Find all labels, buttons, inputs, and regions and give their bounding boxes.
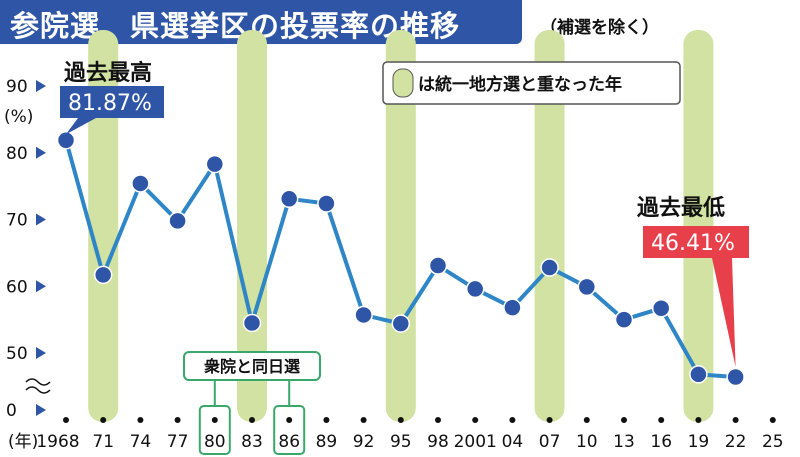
x-tick-dot [472, 417, 479, 423]
band-1971 [88, 30, 119, 422]
x-tick-label: 92 [353, 432, 375, 452]
point-2007 [540, 258, 559, 277]
x-tick-label: 83 [241, 432, 263, 452]
y-tick-label: 50 [6, 344, 28, 364]
y-tick-label: 60 [6, 277, 28, 297]
x-tick-dot [583, 417, 590, 423]
min-callout-value: 46.41% [651, 231, 735, 256]
band-2007 [534, 30, 565, 422]
x-tick-dot [249, 417, 255, 423]
y-tick-label: 0 [6, 401, 17, 421]
x-tick-label: 98 [427, 432, 449, 452]
x-tick-dot [286, 417, 293, 423]
x-tick-dot [658, 417, 665, 423]
y-tick-label: 90 [6, 77, 28, 97]
y-axis-unit: (%) [4, 107, 33, 127]
axis-break-icon [25, 386, 51, 394]
point-1971 [93, 265, 113, 285]
point-2013 [614, 310, 634, 329]
x-tick-label: 13 [613, 432, 635, 452]
legend-box [382, 61, 681, 105]
point-2016 [651, 299, 671, 318]
x-tick-dot [211, 417, 218, 423]
x-tick-label: 74 [130, 432, 152, 452]
point-2019 [689, 365, 708, 384]
data-points [56, 131, 745, 387]
x-tick-label: 1968 [36, 432, 79, 452]
x-tick-dot [137, 417, 144, 423]
x-tick-label: 95 [390, 432, 412, 452]
x-tick-label: 89 [316, 432, 338, 452]
point-1995 [391, 314, 411, 333]
point-1998 [428, 256, 448, 275]
point-2004 [503, 298, 522, 317]
x-tick-dot [360, 417, 367, 423]
max-callout-box [60, 86, 164, 118]
x-tick-dot [546, 417, 553, 423]
x-tick-dot [769, 417, 776, 423]
max-callout-value: 81.87% [68, 91, 152, 116]
x-tick-label: 2001 [454, 432, 497, 452]
y-tick-label: 70 [6, 211, 28, 231]
legend-text: は統一地方選と重なった年 [418, 74, 622, 95]
point-1983 [242, 313, 262, 333]
legend-swatch [392, 68, 414, 98]
axis-break-icon [25, 378, 51, 386]
axes: 0 50 60 70 80 90 (%) [4, 77, 51, 421]
annotations: 衆院と同日選 は統一地方選と重なった年 過去最高 81.87% 過去最低 46.41% [60, 60, 749, 406]
y-tick-label: 80 [6, 144, 28, 164]
x-tick-label: 22 [725, 432, 747, 452]
max-callout-title: 過去最高 [64, 60, 152, 86]
min-callout-box [643, 226, 749, 258]
x-tick-dot [695, 417, 702, 423]
x-tick-dot [100, 417, 107, 423]
x-tick-dot [435, 417, 441, 423]
x-tick-label: 25 [762, 432, 784, 452]
point-1989 [317, 194, 336, 213]
y-tick-marker [36, 280, 46, 293]
x-tick-dot [509, 417, 516, 423]
y-tick-marker [36, 213, 46, 226]
point-1980 [205, 154, 225, 174]
subtitle-note: （補選を除く） [540, 18, 659, 38]
point-2022 [726, 367, 745, 387]
point-1977 [168, 211, 187, 231]
x-tick-label: 86 [278, 432, 300, 452]
x-tick-label: 71 [92, 432, 114, 452]
y-tick-marker [36, 347, 46, 359]
x-tick-label: 07 [539, 432, 561, 452]
min-callout-title: 過去最低 [637, 195, 725, 221]
y-tick-marker [36, 146, 46, 159]
x-tick-dot [621, 417, 627, 423]
x-tick-dot [323, 417, 330, 423]
y-tick-marker [36, 80, 46, 92]
y-tick-marker [36, 404, 46, 416]
x-tick-dot [63, 417, 69, 423]
point-2001 [465, 279, 485, 299]
x-tick-label: 80 [204, 432, 226, 452]
x-tick-label: 16 [650, 432, 672, 452]
x-tick-dot [397, 417, 404, 423]
x-tick-dot [174, 417, 181, 423]
x-axis-ticks: (年)1968 71 74 77 80 83 86 89 92 95 98 2001 04 07 10 13 1… [8, 405, 784, 455]
x-tick-label: 04 [502, 432, 524, 452]
min-callout-pointer [712, 258, 736, 367]
same-day-label-box [183, 351, 321, 381]
max-callout-pointer [66, 118, 96, 135]
x-tick-label: 19 [688, 432, 710, 452]
same-day-label: 衆院と同日選 [204, 357, 300, 376]
x-tick-label: 10 [576, 432, 598, 452]
point-1968 [56, 131, 76, 150]
x-tick-label: 77 [167, 432, 189, 452]
x-tick-dot [732, 417, 739, 423]
x-axis-unit: (年) [8, 432, 38, 452]
point-1992 [354, 305, 373, 325]
point-2010 [577, 277, 597, 297]
point-1974 [131, 174, 150, 193]
point-1986 [279, 189, 299, 209]
